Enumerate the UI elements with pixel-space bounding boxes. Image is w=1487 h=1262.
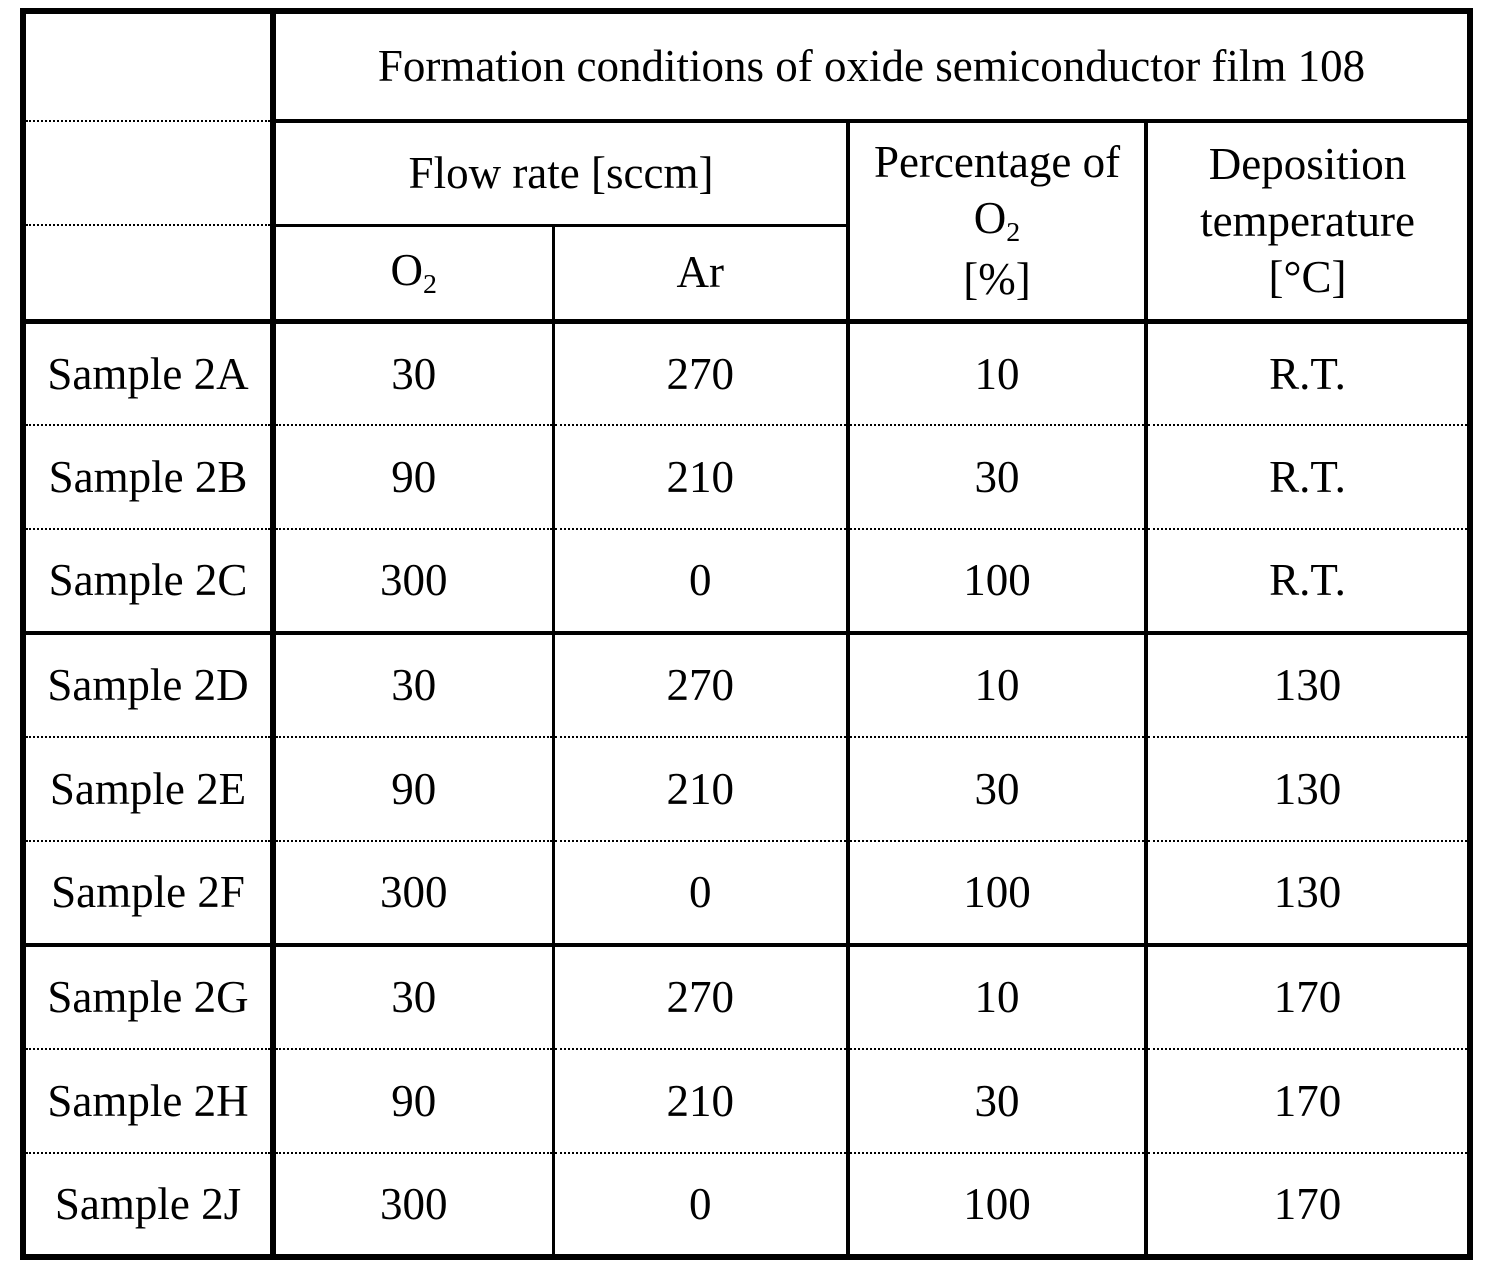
deposition-header-line1: Deposition [1208, 139, 1407, 190]
table-row: Sample 2D 30 270 10 130 [23, 633, 1470, 738]
corner-empty-cell [23, 11, 276, 122]
corner-empty-cell [23, 121, 276, 226]
deposition-temp-value: 130 [1146, 841, 1470, 947]
o2-percentage-value: 100 [848, 1153, 1148, 1257]
corner-empty-cell [23, 225, 276, 324]
table-row: Sample 2C 300 0 100 R.T. [23, 529, 1470, 635]
table-row: Sample 2G 30 270 10 170 [23, 945, 1470, 1050]
o2-percentage-value: 10 [848, 321, 1148, 426]
percentage-header-o2: O2 [973, 193, 1021, 249]
flow-rate-header: Flow rate [sccm] [273, 121, 850, 227]
deposition-temp-value: R.T. [1146, 529, 1470, 635]
ar-flow-value: 270 [553, 321, 850, 426]
o2-flow-value: 30 [273, 633, 555, 738]
table-row: Sample 2A 30 270 10 R.T. [23, 321, 1470, 426]
o2-percentage-value: 100 [848, 529, 1148, 635]
deposition-temperature-header: Deposition temperature [°C] [1146, 121, 1470, 324]
sample-label: Sample 2A [23, 321, 276, 426]
deposition-temp-value: R.T. [1146, 425, 1470, 530]
ar-flow-value: 0 [553, 529, 850, 635]
o2-flow-value: 90 [273, 425, 555, 530]
table-title: Formation conditions of oxide semiconduc… [273, 11, 1470, 123]
sample-label: Sample 2B [23, 425, 276, 530]
table-row: Sample 2B 90 210 30 R.T. [23, 425, 1470, 530]
o2-column-header: O2 [273, 225, 555, 324]
o2-percentage-value: 30 [848, 737, 1148, 842]
sample-label: Sample 2H [23, 1049, 276, 1154]
sample-label: Sample 2D [23, 633, 276, 738]
percentage-header-unit: [%] [963, 254, 1031, 305]
deposition-temp-value: 130 [1146, 737, 1470, 842]
o2-percentage-value: 30 [848, 425, 1148, 530]
ar-flow-value: 210 [553, 737, 850, 842]
sample-label: Sample 2G [23, 945, 276, 1050]
sample-label: Sample 2J [23, 1153, 276, 1257]
o2-flow-value: 300 [273, 1153, 555, 1257]
deposition-header-line2: temperature [1200, 195, 1415, 246]
o2-flow-value: 90 [273, 737, 555, 842]
o2-flow-value: 90 [273, 1049, 555, 1154]
ar-flow-value: 270 [553, 945, 850, 1050]
ar-column-header: Ar [553, 225, 850, 324]
ar-flow-value: 270 [553, 633, 850, 738]
deposition-temp-value: 170 [1146, 1049, 1470, 1154]
percentage-header-line1: Percentage of [873, 137, 1121, 188]
deposition-temp-value: R.T. [1146, 321, 1470, 426]
table-row: Sample 2E 90 210 30 130 [23, 737, 1470, 842]
o2-percentage-value: 10 [848, 633, 1148, 738]
o2-percentage-value: 10 [848, 945, 1148, 1050]
sample-label: Sample 2E [23, 737, 276, 842]
sample-label: Sample 2F [23, 841, 276, 947]
table-row: Sample 2F 300 0 100 130 [23, 841, 1470, 947]
o2-flow-value: 30 [273, 945, 555, 1050]
ar-flow-value: 0 [553, 841, 850, 947]
o2-percentage-value: 30 [848, 1049, 1148, 1154]
ar-flow-value: 210 [553, 425, 850, 530]
deposition-temp-value: 170 [1273, 1178, 1342, 1229]
deposition-header-unit: [°C] [1268, 251, 1347, 302]
o2-percentage-value: 100 [848, 841, 1148, 947]
ar-flow-value: 210 [553, 1049, 850, 1154]
ar-flow-value: 0 [553, 1153, 850, 1257]
table-row: Sample 2J 300 0 100 170 [23, 1153, 1470, 1257]
o2-flow-value: 300 [273, 841, 555, 947]
formation-conditions-table: Formation conditions of oxide semiconduc… [20, 8, 1473, 1260]
deposition-temp-value: 170 [1146, 945, 1470, 1050]
sample-label: Sample 2C [23, 529, 276, 635]
o2-flow-value: 300 [273, 529, 555, 635]
table-row: Sample 2H 90 210 30 170 [23, 1049, 1470, 1154]
o2-flow-value: 30 [273, 321, 555, 426]
percentage-o2-header: Percentage of O2 [%] [848, 121, 1148, 324]
deposition-temp-value: 130 [1146, 633, 1470, 738]
